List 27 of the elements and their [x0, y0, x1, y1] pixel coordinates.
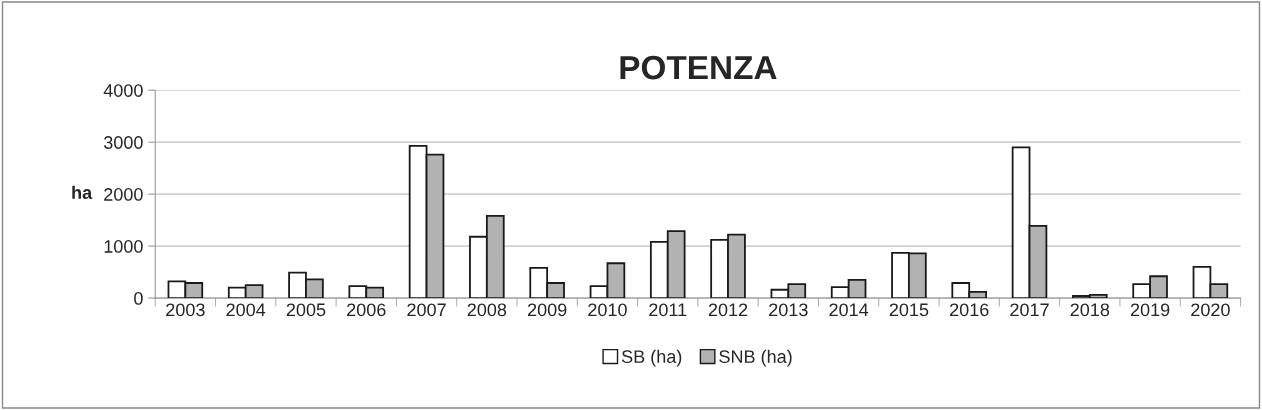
x-tick-label: 2019 [1130, 303, 1170, 317]
x-tick-label: 2009 [527, 303, 567, 317]
x-tick-label: 2015 [889, 303, 929, 317]
x-tick-label: 2012 [708, 303, 748, 317]
x-tick-label: 2005 [286, 303, 326, 317]
x-tick-label: 2010 [588, 303, 627, 317]
x-tick-label: 2018 [1070, 303, 1110, 317]
y-tick-label: 1000 [104, 240, 143, 253]
x-tick-label: 2017 [1010, 303, 1049, 317]
legend-label: SB (ha) [621, 349, 682, 367]
x-tick-label: 2003 [166, 303, 205, 317]
y-tick-label: 0 [134, 292, 143, 305]
x-tick-label: 2014 [829, 303, 869, 317]
x-tick-label: 2007 [407, 303, 446, 317]
x-tick-label: 2006 [347, 303, 386, 317]
x-tick-label: 2004 [226, 303, 266, 317]
x-tick-label: 2020 [1191, 303, 1230, 317]
x-tick-label: 2008 [467, 303, 507, 317]
legend-label: SNB (ha) [719, 349, 792, 367]
y-tick-label: 3000 [103, 136, 143, 149]
x-tick-label: 2013 [769, 303, 808, 317]
chart-title: POTENZA [620, 55, 777, 80]
x-tick-label: 2011 [649, 303, 687, 317]
y-axis-title: ha [72, 185, 93, 199]
x-tick-label: 2016 [950, 303, 989, 317]
y-tick-label: 4000 [103, 84, 143, 97]
y-tick-label: 2000 [104, 188, 143, 201]
